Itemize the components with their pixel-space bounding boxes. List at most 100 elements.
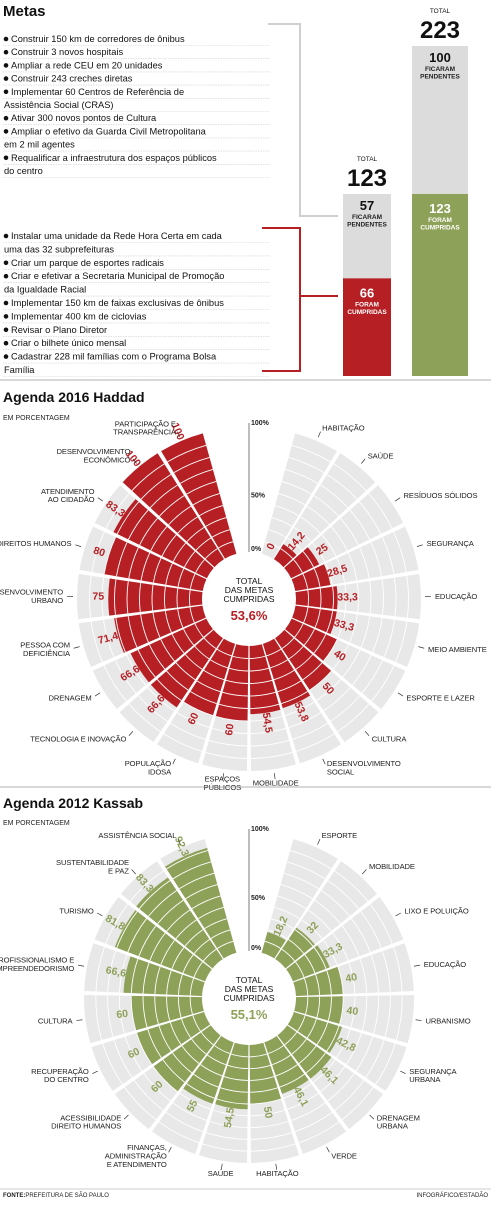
goals-list-all: Construir 150 km de corredores de ônibus… <box>3 34 270 178</box>
haddad-section: Agenda 2016 Haddad EM PORCENTAGEM 100%50… <box>0 389 487 792</box>
radial-tick <box>76 1020 82 1021</box>
goal-fulfilled-item: Cadastrar 228 mil famílias com o Program… <box>11 352 217 362</box>
radial-category-label: SEGURANÇA <box>427 539 475 548</box>
bar-done-label: FORAM <box>355 301 379 308</box>
footer-source-name: PREFEITURA DE SÃO PAULO <box>25 1192 109 1199</box>
goal-fulfilled-bullet <box>4 274 9 279</box>
radial-category-label: TRANSPARÊNCIA <box>113 428 177 437</box>
radial-category-label: E ATENDIMENTO <box>107 1160 167 1169</box>
radial-category-label: RESÍDUOS SÓLIDOS <box>404 491 478 500</box>
radial-category-label: URBANO <box>31 596 63 605</box>
radial-tick <box>78 965 84 966</box>
bar-done-value: 66 <box>360 285 374 300</box>
haddad-subtitle: EM PORCENTAGEM <box>3 415 70 422</box>
goal-fulfilled-bullet <box>4 301 9 306</box>
goal-all-bullet <box>4 63 9 68</box>
scale-label: 0% <box>251 546 262 553</box>
goal-fulfilled-item: Família <box>4 365 35 375</box>
radial-category-label: SAÚDE <box>368 451 394 460</box>
radial-tick <box>318 839 320 844</box>
goal-fulfilled-item: Revisar o Plano Diretor <box>11 325 107 335</box>
radial-category-label: ESPORTE <box>322 831 357 840</box>
radial-category-label: DEFICIÊNCIA <box>23 649 71 658</box>
radial-tick <box>75 545 81 547</box>
goal-fulfilled-item: Instalar uma unidade da Rede Hora Certa … <box>11 231 223 241</box>
radial-tick <box>95 693 100 696</box>
radial-category-label: MEIO AMBIENTE <box>428 645 487 654</box>
metas-title: Metas <box>3 3 46 20</box>
radial-category-label: TECNOLOGIA E INOVAÇÃO <box>30 734 126 743</box>
radial-tick <box>395 498 400 501</box>
radial-category-label: CULTURA <box>372 734 408 743</box>
radial-category-label: IDOSA <box>148 768 172 777</box>
radial-category-label: ECONÔMICO <box>84 456 131 465</box>
radial-tick <box>173 759 176 764</box>
bar-pending-value: 57 <box>360 198 374 213</box>
radial-category-label: TURISMO <box>59 907 94 916</box>
goal-fulfilled-bullet <box>4 341 9 346</box>
radial-category-label: VERDE <box>331 1151 357 1160</box>
goal-all-item: Ampliar o efetivo da Guarda Civil Metrop… <box>11 126 207 136</box>
radial-category-label: DRENAGEM <box>49 694 92 703</box>
radial-category-label: HABITAÇÃO <box>256 1169 299 1178</box>
scale-label: 50% <box>251 895 266 902</box>
goal-fulfilled-item: Implementar 400 km de ciclovias <box>11 311 147 321</box>
radial-category-label: LIXO E POLUIÇÃO <box>404 907 469 916</box>
scale-label: 0% <box>251 945 262 952</box>
goal-all-bullet <box>4 37 9 42</box>
radial-tick <box>370 1115 374 1119</box>
radial-tick <box>417 545 423 547</box>
radial-category-label: SAÚDE <box>208 1169 234 1178</box>
goal-all-item: Assistência Social (CRAS) <box>4 100 114 110</box>
radial-tick <box>318 432 320 438</box>
goal-fulfilled-item: Criar e efetivar a Secretaria Municipal … <box>11 271 224 281</box>
kassab-section: Agenda 2012 Kassab EM PORCENTAGEM 100%50… <box>0 795 471 1178</box>
goal-fulfilled-bullet <box>4 261 9 266</box>
goal-fulfilled-item: da Igualdade Racial <box>4 285 86 295</box>
radial-tick <box>416 1020 422 1021</box>
radial-category-label: MOBILIDADE <box>369 862 415 871</box>
goal-all-item: Ativar 300 novos pontos de Cultura <box>11 113 157 123</box>
radial-tick <box>74 647 80 649</box>
goal-all-bullet <box>4 90 9 95</box>
bar-total-value: 123 <box>347 165 387 192</box>
radial-category-label: ASSISTÊNCIA SOCIAL <box>98 831 176 840</box>
goal-all-item: do centro <box>4 166 43 176</box>
bracket-fulfilled-goals <box>262 228 300 371</box>
goal-fulfilled-item: Criar o bilhete único mensal <box>11 338 126 348</box>
radial-value-label: 40 <box>344 971 358 985</box>
radial-tick <box>98 498 103 501</box>
radial-category-label: URBANISMO <box>425 1017 470 1026</box>
radial-category-label: E PAZ <box>108 866 129 875</box>
radial-tick <box>398 693 403 696</box>
radial-category-label: EDUCAÇÃO <box>424 960 466 969</box>
radial-category-label: EMPREENDEDORISMO <box>0 964 74 973</box>
radial-tick <box>414 965 420 966</box>
goal-fulfilled-bullet <box>4 354 9 359</box>
bar-pending-label: PENDENTES <box>420 74 460 81</box>
goal-all-item: Construir 3 novos hospitais <box>11 47 123 57</box>
bar-total-value: 223 <box>420 17 460 44</box>
radial-value-label: 60 <box>116 1008 129 1021</box>
scale-label: 100% <box>251 826 270 833</box>
radial-tick <box>97 913 102 916</box>
radial-value-label: 75 <box>92 591 104 603</box>
radial-tick <box>169 1147 172 1152</box>
radial-category-label: AO CIDADÃO <box>48 495 95 504</box>
radial-tick <box>362 870 366 874</box>
bar-pending-label: FICARAM <box>425 66 455 73</box>
goal-all-bullet <box>4 129 9 134</box>
goal-fulfilled-bullet <box>4 234 9 239</box>
bar-total-label: TOTAL <box>430 8 451 15</box>
scale-label: 100% <box>251 420 270 427</box>
footer-source-label: FONTE: <box>3 1193 25 1199</box>
bar-pending-value: 100 <box>429 50 451 65</box>
goal-all-bullet <box>4 156 9 161</box>
center-value: 53,6% <box>231 608 268 623</box>
radial-tick <box>92 1071 97 1074</box>
radial-category-label: DIREITO HUMANOS <box>51 1122 121 1131</box>
radial-category-label: URBANA <box>409 1075 441 1084</box>
kassab-title: Agenda 2012 Kassab <box>3 795 143 811</box>
